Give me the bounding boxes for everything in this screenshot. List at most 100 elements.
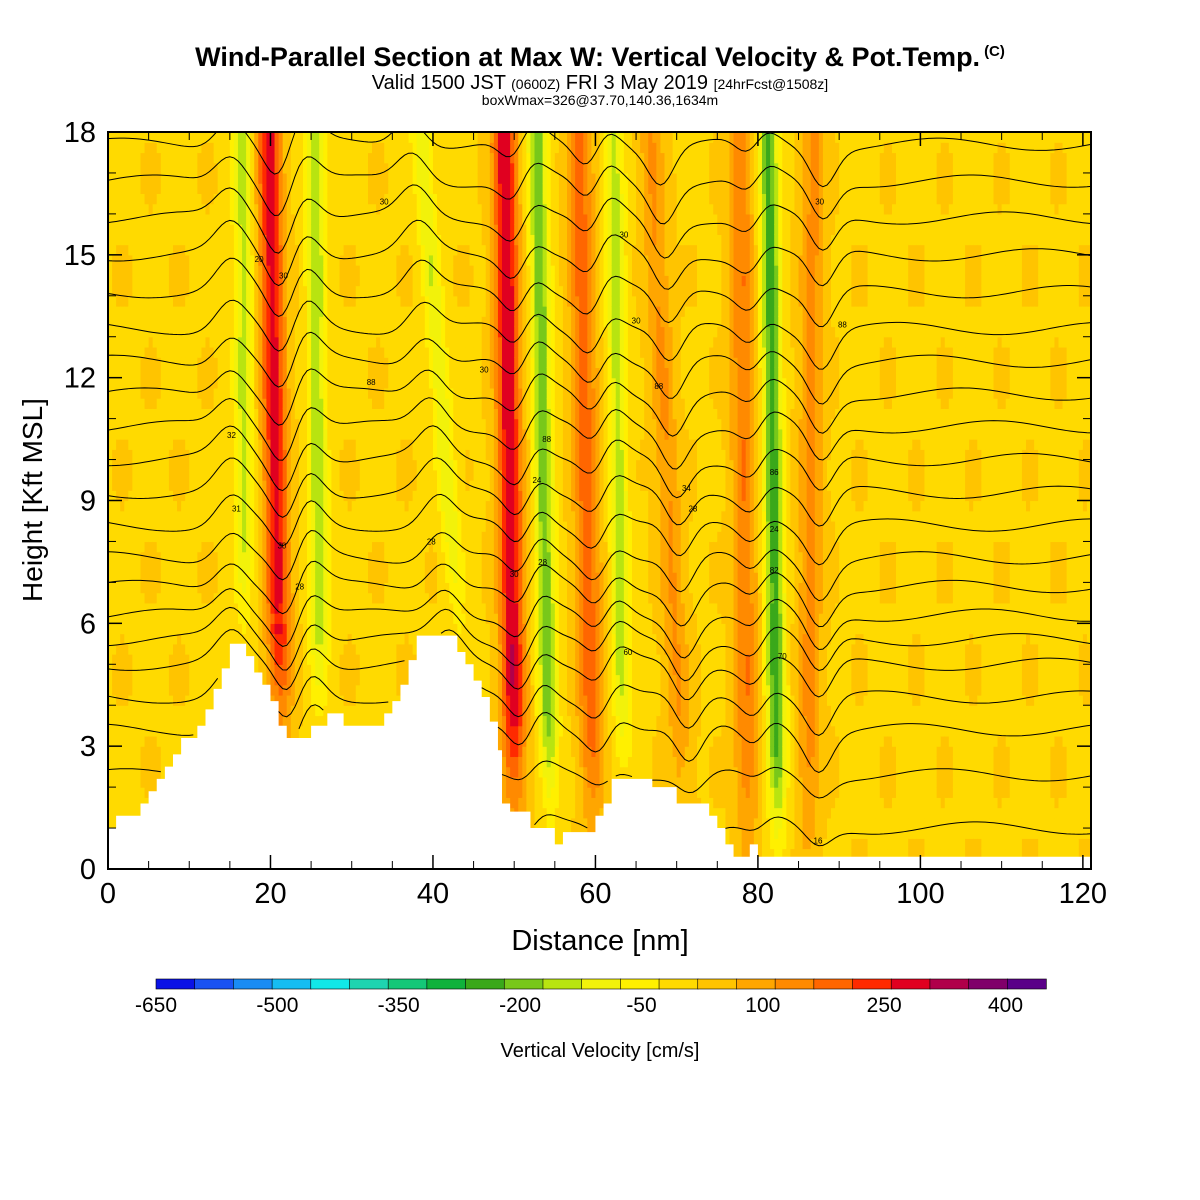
velocity-cell [278, 265, 284, 276]
velocity-cell [262, 265, 268, 276]
velocity-cell [185, 592, 190, 604]
velocity-cell [311, 520, 316, 532]
velocity-cell [172, 203, 178, 215]
velocity-cell [156, 735, 162, 747]
velocity-cell [136, 694, 142, 706]
velocity-cell [148, 428, 154, 440]
velocity-cell [327, 561, 333, 573]
velocity-cell [197, 613, 203, 624]
velocity-cell [168, 592, 174, 604]
velocity-cell [160, 715, 166, 727]
velocity-cell [209, 306, 215, 317]
velocity-cell [132, 152, 138, 164]
velocity-cell [311, 541, 316, 553]
velocity-cell [327, 336, 333, 348]
velocity-cell [116, 377, 121, 389]
velocity-cell [339, 193, 345, 205]
velocity-cell [197, 654, 203, 665]
velocity-cell [112, 633, 117, 645]
velocity-cell [307, 377, 312, 389]
velocity-cell [262, 633, 268, 645]
velocity-cell [225, 500, 231, 512]
velocity-cell [254, 623, 259, 635]
velocity-cell [327, 531, 333, 543]
velocity-cell [124, 336, 129, 348]
velocity-cell [290, 377, 296, 389]
velocity-cell [124, 439, 129, 450]
velocity-cell [262, 613, 268, 624]
velocity-cell [311, 664, 316, 676]
velocity-cell [282, 592, 288, 604]
velocity-cell [278, 572, 284, 583]
velocity-cell [331, 490, 337, 502]
velocity-cell [177, 172, 182, 184]
velocity-cell [254, 633, 259, 645]
velocity-cell [343, 459, 349, 471]
velocity-cell [108, 316, 113, 328]
velocity-cell [363, 500, 369, 512]
velocity-cell [380, 418, 385, 430]
velocity-cell [339, 510, 345, 522]
velocity-cell [367, 152, 373, 164]
velocity-cell [152, 398, 158, 409]
velocity-cell [327, 418, 333, 430]
velocity-cell [380, 490, 385, 502]
velocity-cell [359, 480, 365, 491]
velocity-cell [181, 572, 186, 583]
velocity-cell [225, 224, 231, 235]
velocity-cell [307, 183, 312, 195]
velocity-cell [372, 664, 377, 676]
velocity-cell [140, 459, 146, 471]
velocity-cell [156, 674, 162, 686]
velocity-cell [221, 265, 227, 276]
velocity-cell [294, 715, 300, 727]
velocity-cell [144, 152, 150, 164]
velocity-cell [380, 520, 385, 532]
velocity-cell [372, 244, 377, 256]
velocity-cell [331, 408, 337, 420]
velocity-cell [185, 408, 190, 420]
velocity-cell [124, 275, 129, 287]
velocity-cell [286, 582, 292, 594]
velocity-cell [164, 725, 170, 737]
velocity-cell [384, 162, 389, 174]
velocity-cell [213, 254, 219, 266]
velocity-cell [181, 193, 186, 205]
velocity-cell [160, 357, 166, 369]
velocity-cell [108, 531, 113, 543]
velocity-cell [144, 715, 150, 727]
velocity-cell [108, 346, 113, 358]
velocity-cell [347, 357, 353, 369]
velocity-cell [152, 776, 158, 788]
velocity-cell [112, 684, 117, 696]
velocity-cell [286, 684, 292, 696]
velocity-cell [112, 357, 117, 369]
velocity-cell [290, 346, 296, 358]
velocity-cell [363, 592, 369, 604]
velocity-cell [156, 326, 162, 338]
velocity-cell [132, 520, 138, 532]
velocity-cell [172, 664, 178, 676]
velocity-cell [307, 510, 312, 522]
velocity-cell [189, 725, 194, 737]
velocity-cell [298, 664, 304, 676]
velocity-cell [359, 572, 365, 583]
velocity-cell [144, 582, 150, 594]
velocity-cell [311, 449, 316, 461]
velocity-cell [307, 541, 312, 553]
velocity-cell [323, 234, 328, 246]
velocity-cell [298, 674, 304, 686]
velocity-cell [302, 306, 308, 317]
velocity-cell [124, 162, 129, 174]
velocity-cell [213, 664, 219, 676]
velocity-cell [347, 572, 353, 583]
velocity-cell [298, 531, 304, 543]
velocity-cell [331, 162, 337, 174]
velocity-cell [160, 654, 166, 665]
velocity-cell [233, 203, 239, 215]
velocity-cell [193, 705, 198, 717]
velocity-cell [148, 162, 154, 174]
velocity-cell [347, 244, 353, 256]
velocity-cell [359, 203, 365, 215]
velocity-cell [116, 193, 121, 205]
